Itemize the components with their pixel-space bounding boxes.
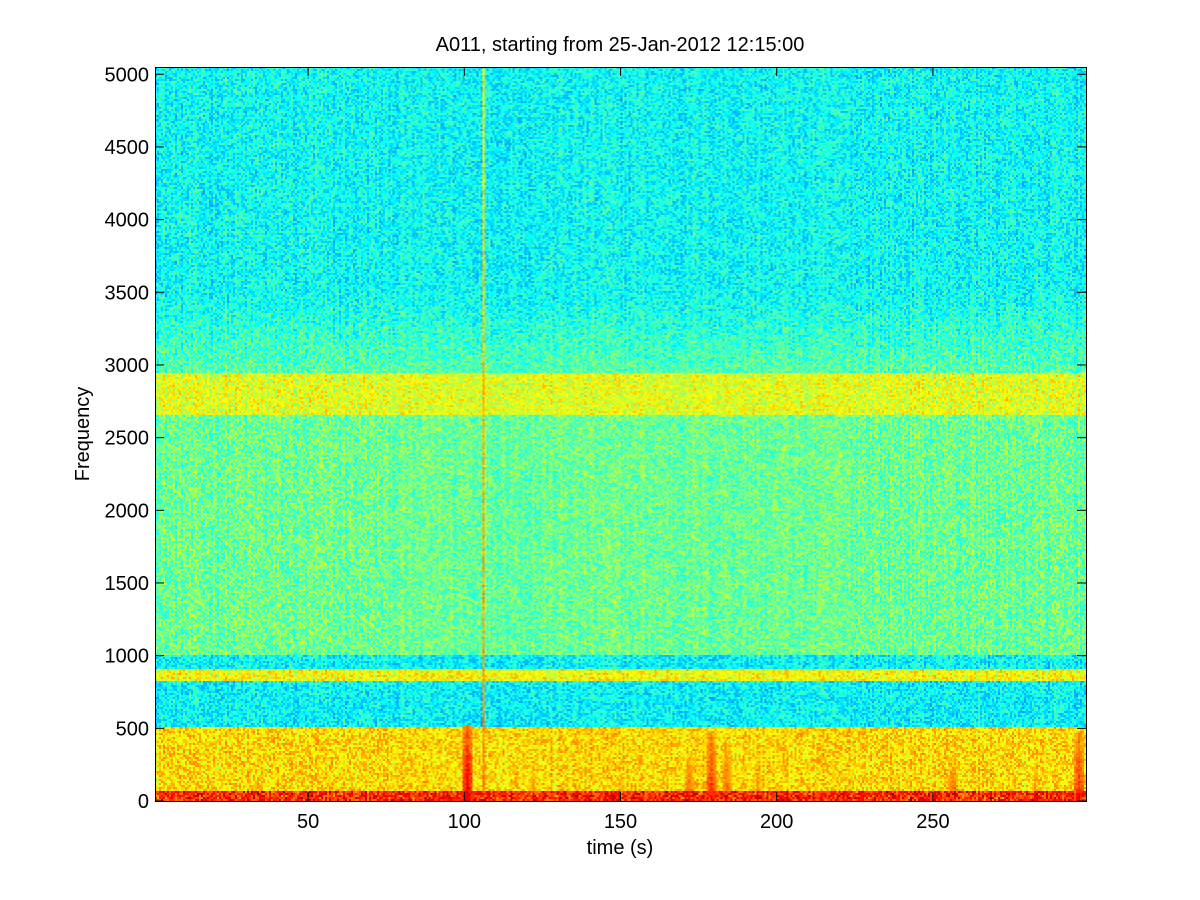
x-tick-label: 200: [760, 811, 793, 833]
y-tick-label: 3000: [105, 355, 150, 377]
plot-frame: [155, 67, 1087, 802]
x-tick-label: 50: [297, 811, 319, 833]
spectrogram-image: [155, 67, 1086, 801]
y-tick-label: 0: [138, 791, 149, 813]
y-tick-label: 500: [116, 718, 149, 740]
x-tick-label: 100: [448, 811, 481, 833]
chart-title: A011, starting from 25-Jan-2012 12:15:00: [436, 34, 805, 56]
y-tick-label: 5000: [105, 64, 150, 86]
x-axis-label: time (s): [587, 837, 654, 859]
x-tick-label: 150: [604, 811, 637, 833]
y-tick-label: 4500: [105, 137, 150, 159]
x-tick-label: 250: [916, 811, 949, 833]
y-axis: 0 500 1000 1500 2000 2500 3000 3500 4000 4500 5000: [105, 64, 1086, 813]
y-tick-label: 1500: [105, 573, 150, 595]
y-tick-label: 3500: [105, 282, 150, 304]
x-axis: 50 100 150 200 250: [297, 67, 950, 833]
y-tick-label: 4000: [105, 210, 150, 232]
y-tick-label: 2500: [105, 428, 150, 450]
y-tick-label: 2000: [105, 500, 150, 522]
y-tick-label: 1000: [105, 646, 150, 668]
y-axis-label: Frequency: [72, 387, 94, 482]
